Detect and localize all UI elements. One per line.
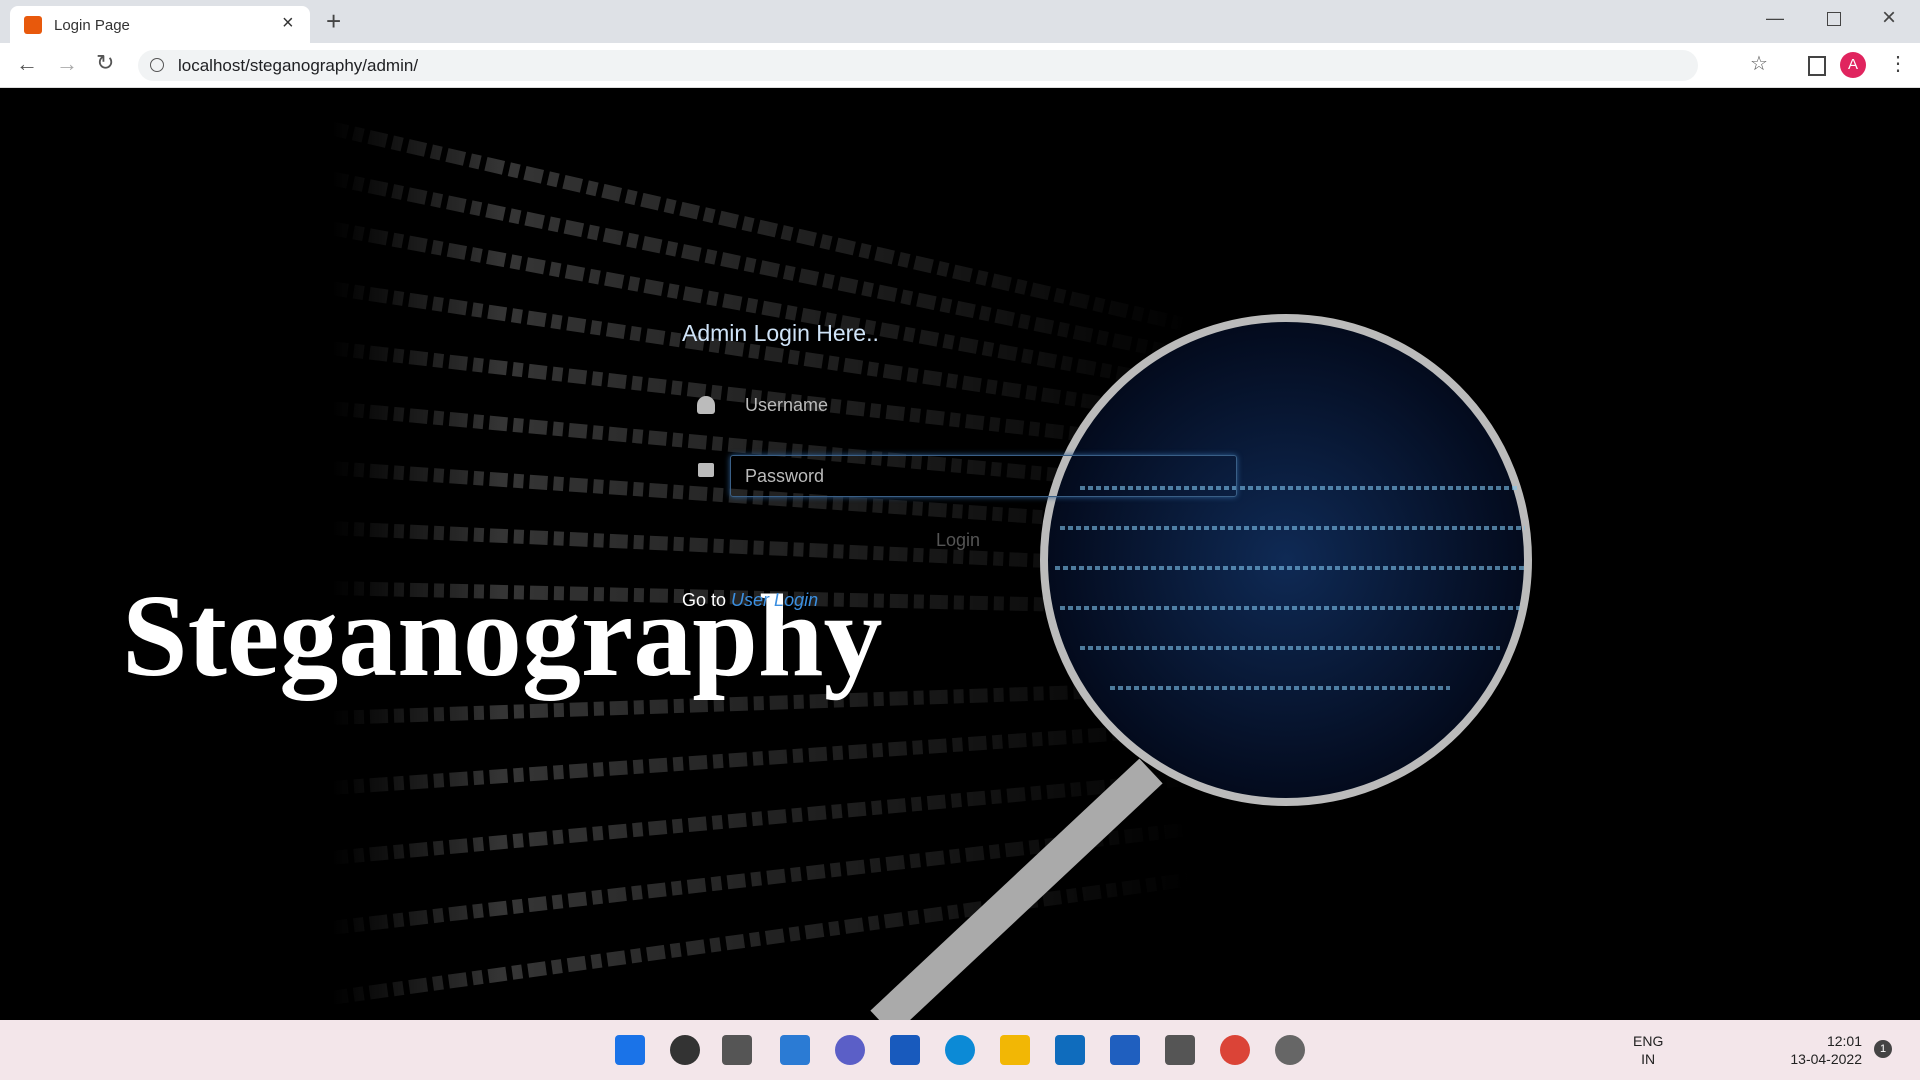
password-placeholder: Password bbox=[745, 466, 825, 486]
clock[interactable]: 12:01 13-04-2022 bbox=[1780, 1032, 1862, 1068]
site-info[interactable] bbox=[150, 58, 164, 72]
search[interactable] bbox=[670, 1035, 700, 1065]
back[interactable]: ← bbox=[16, 51, 38, 76]
task-view[interactable] bbox=[722, 1035, 752, 1065]
tab-bar: Login Page × + — × bbox=[0, 0, 1920, 43]
footer-prefix: Go to bbox=[682, 590, 727, 610]
address-bar: ← → ↻ localhost/steganography/admin/ ☆ A… bbox=[0, 43, 1920, 88]
tab[interactable]: Login Page × bbox=[10, 6, 310, 43]
favicon bbox=[24, 16, 42, 34]
reload[interactable]: ↻ bbox=[96, 50, 115, 75]
profile[interactable]: A bbox=[1840, 52, 1866, 78]
hero-text: Steganography bbox=[122, 570, 883, 701]
close-tab[interactable]: × bbox=[282, 12, 294, 34]
app[interactable] bbox=[1165, 1035, 1195, 1065]
form-heading: Admin Login Here.. bbox=[682, 320, 879, 346]
lock-icon bbox=[698, 463, 714, 477]
chat[interactable] bbox=[835, 1035, 865, 1065]
start[interactable] bbox=[615, 1035, 645, 1065]
username-field[interactable]: Username bbox=[745, 395, 829, 415]
close-window[interactable]: × bbox=[1882, 4, 1897, 31]
maximize[interactable] bbox=[1827, 12, 1841, 26]
omnibox[interactable]: localhost/steganography/admin/ bbox=[138, 50, 1698, 81]
chrome[interactable] bbox=[1220, 1035, 1250, 1065]
password-field[interactable]: Password bbox=[730, 455, 1237, 497]
date: 13-04-2022 bbox=[1790, 1051, 1862, 1067]
tab-title: Login Page bbox=[54, 17, 130, 34]
explorer[interactable] bbox=[1000, 1035, 1030, 1065]
minimize[interactable]: — bbox=[1766, 8, 1784, 28]
user-login-link[interactable]: User Login bbox=[731, 590, 819, 610]
magnifier-lens bbox=[1040, 314, 1532, 806]
forward[interactable]: → bbox=[56, 51, 78, 76]
edge[interactable] bbox=[945, 1035, 975, 1065]
background-art bbox=[328, 121, 1532, 1020]
menu[interactable]: ⋮ bbox=[1888, 53, 1908, 75]
page: Steganography Admin Login Here.. Usernam… bbox=[0, 88, 1920, 1020]
taskbar: ENG IN 12:01 13-04-2022 1 bbox=[0, 1020, 1920, 1080]
side-panel[interactable] bbox=[1808, 56, 1826, 76]
url: localhost/steganography/admin/ bbox=[178, 56, 419, 75]
language-code: ENG bbox=[1633, 1033, 1664, 1049]
notifications[interactable]: 1 bbox=[1874, 1040, 1892, 1058]
login-button[interactable]: Login bbox=[936, 530, 981, 550]
word[interactable] bbox=[890, 1035, 920, 1065]
user-icon bbox=[697, 396, 715, 414]
language[interactable]: ENG IN bbox=[1633, 1032, 1663, 1068]
widgets[interactable] bbox=[780, 1035, 810, 1065]
mail[interactable] bbox=[1110, 1035, 1140, 1065]
new-tab[interactable]: + bbox=[326, 6, 342, 36]
magnifier-handle bbox=[870, 758, 1163, 1020]
settings[interactable] bbox=[1275, 1035, 1305, 1065]
store[interactable] bbox=[1055, 1035, 1085, 1065]
time: 12:01 bbox=[1826, 1033, 1862, 1049]
region-code: IN bbox=[1641, 1051, 1656, 1067]
footer: Go to User Login bbox=[682, 590, 818, 611]
bookmark[interactable]: ☆ bbox=[1750, 53, 1768, 75]
